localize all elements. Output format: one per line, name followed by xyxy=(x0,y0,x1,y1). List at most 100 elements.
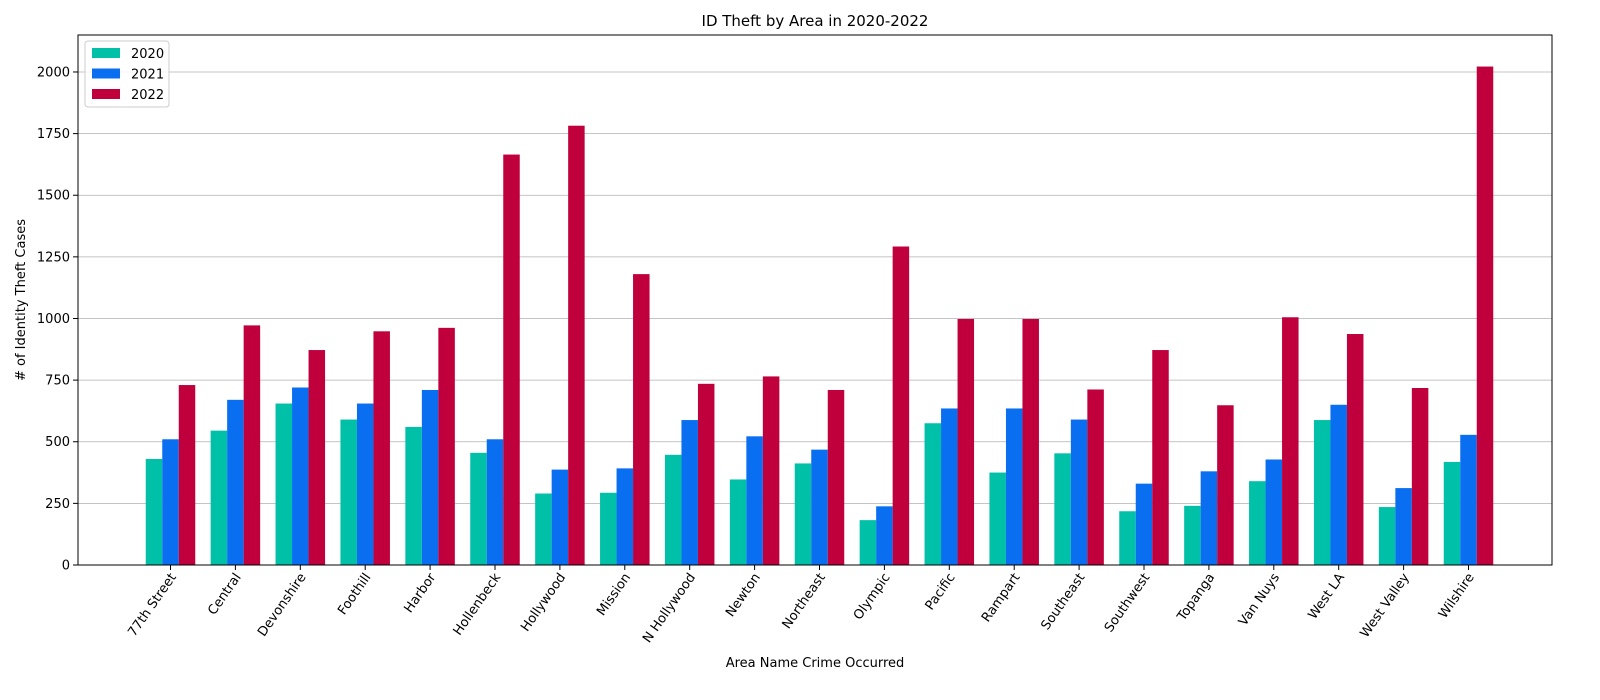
y-tick-label: 750 xyxy=(45,374,70,389)
x-tick-label: Devonshire xyxy=(255,571,309,640)
bar-2020 xyxy=(1184,505,1201,565)
x-tick-label: Topanga xyxy=(1174,571,1218,625)
y-axis-label: # of Identity Theft Cases xyxy=(14,219,29,381)
bar-2021 xyxy=(1005,408,1023,565)
bar-2022 xyxy=(1282,317,1299,565)
bar-2022 xyxy=(503,154,520,565)
x-tick-label: N Hollywood xyxy=(640,571,699,646)
y-tick-label: 1500 xyxy=(37,189,70,204)
y-tick-label: 1000 xyxy=(37,312,70,327)
x-tick-label: 77th Street xyxy=(125,571,179,640)
bar-2021 xyxy=(1265,459,1283,565)
bar-2021 xyxy=(941,408,958,565)
bar-2020 xyxy=(729,479,747,565)
bar-2022 xyxy=(438,327,455,565)
bar-2020 xyxy=(1119,511,1136,565)
x-tick-label: West LA xyxy=(1306,571,1348,623)
bars xyxy=(145,66,1494,566)
bar-2020 xyxy=(210,430,228,565)
x-tick-label: Van Nuys xyxy=(1236,571,1283,629)
bar-2022 xyxy=(1411,388,1429,565)
bar-2022 xyxy=(568,125,585,565)
bar-2020 xyxy=(1443,461,1461,565)
legend-label: 2021 xyxy=(131,68,164,83)
x-tick-label: Southeast xyxy=(1038,571,1088,633)
y-tick-label: 2000 xyxy=(37,65,70,80)
bar-2021 xyxy=(811,449,828,565)
x-tick-label: Rampart xyxy=(979,571,1023,626)
bar-2021 xyxy=(1330,404,1347,565)
x-tick-label: Wilshire xyxy=(1436,571,1478,622)
x-tick-label: Northeast xyxy=(780,571,829,632)
bar-2021 xyxy=(227,399,244,565)
y-tick-label: 250 xyxy=(45,497,70,512)
bar-2021 xyxy=(421,389,439,565)
bar-2020 xyxy=(405,426,422,565)
bar-2022 xyxy=(1346,334,1364,565)
x-tick-label: Newton xyxy=(723,571,764,620)
x-tick-label: Mission xyxy=(594,571,634,619)
legend-label: 2020 xyxy=(131,47,164,62)
y-tick-label: 1750 xyxy=(37,127,70,142)
x-tick-label: Harbor xyxy=(401,570,439,616)
bar-2022 xyxy=(957,318,975,565)
bar-2020 xyxy=(1378,507,1396,565)
bar-2021 xyxy=(746,436,763,565)
bar-2021 xyxy=(681,420,698,565)
x-axis-ticks: 77th Street Central Devonshire Foothill Harb… xyxy=(125,565,1478,646)
x-axis-label: Area Name Crime Occurred xyxy=(726,656,905,671)
bar-2022 xyxy=(1476,66,1494,565)
bar-2022 xyxy=(373,331,390,565)
y-tick-label: 500 xyxy=(45,435,70,450)
x-tick-label: Central xyxy=(205,571,244,618)
x-tick-label: Southwest xyxy=(1102,571,1153,636)
legend-swatch xyxy=(92,48,120,58)
bar-2020 xyxy=(340,419,357,565)
bar-2021 xyxy=(876,506,893,565)
bar-2022 xyxy=(308,350,326,565)
bar-2020 xyxy=(794,463,812,565)
bar-2022 xyxy=(633,274,650,565)
bar-2020 xyxy=(664,454,682,565)
bar-2022 xyxy=(892,246,910,566)
bar-2021 xyxy=(356,403,374,565)
bar-2020 xyxy=(600,492,617,565)
bar-2021 xyxy=(1070,419,1088,565)
bar-2022 xyxy=(697,383,715,565)
bar-2022 xyxy=(827,389,845,565)
bar-2021 xyxy=(292,387,309,565)
bar-2020 xyxy=(1313,420,1331,565)
plot-area-frame xyxy=(77,34,1553,566)
bar-2022 xyxy=(1217,405,1234,565)
bar-2022 xyxy=(1087,389,1104,565)
bar-2021 xyxy=(1200,471,1218,565)
bar-2022 xyxy=(243,325,261,565)
bar-2021 xyxy=(1460,434,1477,565)
x-tick-label: Pacific xyxy=(923,571,959,613)
bar-2021 xyxy=(486,439,504,565)
chart-title: ID Theft by Area in 2020-2022 xyxy=(702,12,929,30)
legend-swatch xyxy=(92,68,120,79)
bar-2020 xyxy=(859,520,877,565)
y-axis-ticks: 0 250 500 750 1000 1250 1500 1750 2000 xyxy=(37,65,78,574)
bar-2020 xyxy=(1249,481,1266,565)
x-tick-label: Foothill xyxy=(335,571,374,618)
bar-2021 xyxy=(1135,483,1153,565)
legend-label: 2022 xyxy=(131,88,164,103)
bar-2022 xyxy=(1022,318,1039,565)
bar-2020 xyxy=(535,493,552,565)
x-tick-label: West Valley xyxy=(1358,570,1413,640)
x-tick-label: Hollywood xyxy=(518,571,569,635)
bar-2020 xyxy=(275,403,293,565)
legend-swatch xyxy=(92,89,120,99)
bar-2020 xyxy=(470,452,487,565)
y-tick-label: 1250 xyxy=(37,250,70,265)
bar-2020 xyxy=(1054,453,1071,565)
bar-2021 xyxy=(1395,488,1412,565)
y-tick-label: 0 xyxy=(62,559,70,574)
bar-2020 xyxy=(924,423,942,565)
bar-2021 xyxy=(616,468,634,565)
bar-2022 xyxy=(178,385,196,565)
bar-2022 xyxy=(762,376,780,565)
